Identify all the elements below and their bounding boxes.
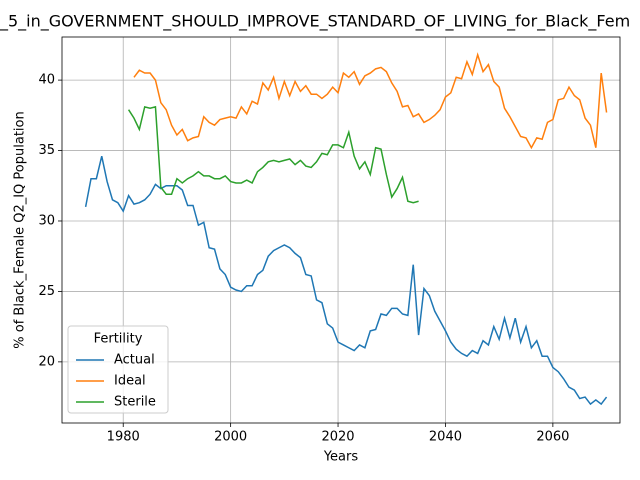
plot-frame xyxy=(61,36,621,424)
line-series xyxy=(133,52,608,150)
legend-label: Ideal xyxy=(114,374,146,389)
line-series xyxy=(127,105,419,204)
y-tick-label: 25 xyxy=(38,284,55,299)
x-axis-label: Years xyxy=(323,450,359,465)
x-tick-label: 2060 xyxy=(536,430,569,445)
legend-title: Fertility xyxy=(94,332,143,347)
legend-label: Sterile xyxy=(114,395,156,410)
y-tick-label: 40 xyxy=(38,73,55,88)
legend-box xyxy=(67,325,169,414)
x-tick-label: 2000 xyxy=(214,430,247,445)
chart-title: _5_in_GOVERNMENT_SHOULD_IMPROVE_STANDARD… xyxy=(0,12,630,32)
x-tick-label: 2020 xyxy=(321,430,354,445)
legend-label: Actual xyxy=(114,353,155,368)
x-tick-label: 1980 xyxy=(107,430,140,445)
y-tick-label: 30 xyxy=(38,213,55,228)
x-tick-label: 2040 xyxy=(429,430,462,445)
y-tick-label: 35 xyxy=(38,143,55,158)
line-series xyxy=(84,156,608,406)
y-tick-label: 20 xyxy=(38,354,55,369)
y-axis-label: % of Black_Female Q2_IQ Population xyxy=(13,111,28,348)
